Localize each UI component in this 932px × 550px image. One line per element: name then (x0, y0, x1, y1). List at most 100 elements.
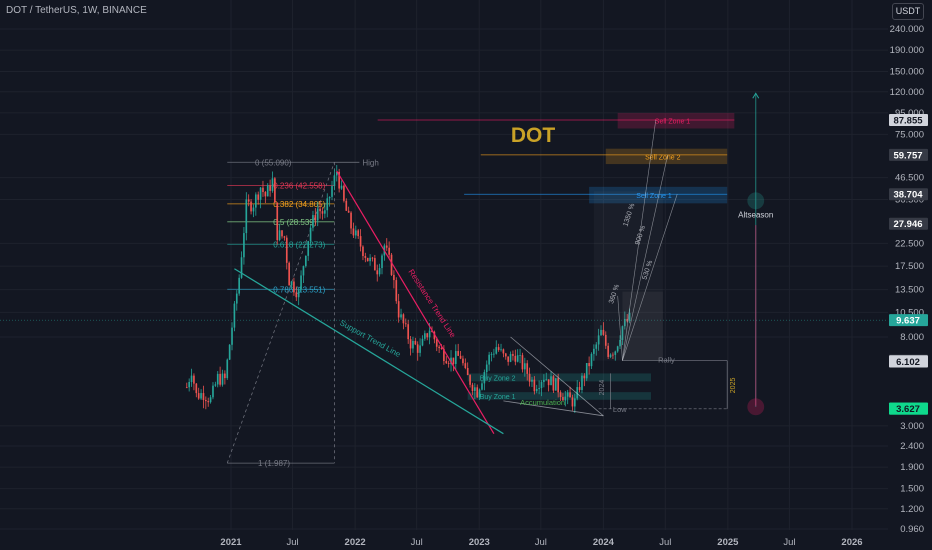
candle-body (264, 192, 267, 197)
candle-body (331, 186, 333, 197)
zone-label: Sell Zone 1 (655, 119, 691, 126)
candle-body (216, 373, 219, 385)
low-label: Low (613, 405, 627, 414)
candle-body (290, 281, 293, 286)
candle-body (402, 314, 405, 324)
candle-body (612, 354, 614, 356)
candle-body (324, 210, 326, 214)
candle-body (278, 230, 281, 241)
zone-box (617, 112, 735, 129)
candle-body (321, 211, 324, 214)
price-axis[interactable]: 240.000 190.000 150.000 120.000 95.000 75.000… (889, 24, 928, 535)
price-tag-label: 59.757 (893, 150, 922, 161)
zone-label: Sell Zone 2 (645, 154, 681, 161)
candle-body (583, 375, 586, 379)
candle-body (224, 373, 226, 379)
candle-body (207, 401, 210, 403)
candle-body (524, 363, 526, 370)
candle-body (283, 236, 286, 238)
candle-body (385, 245, 388, 248)
candle-body (497, 347, 500, 350)
candle-body (554, 378, 557, 391)
accumulation-label: Accumulation (520, 398, 565, 407)
candle-body (388, 247, 390, 255)
candle-body (533, 379, 536, 392)
candle-body (202, 393, 205, 400)
projection-line (622, 119, 657, 361)
symbol-header[interactable]: DOT / TetherUS, 1W, BINANCE (6, 5, 147, 16)
fib-diagonal (226, 162, 335, 464)
candle-body (512, 354, 514, 356)
y-tick-label: 13.500 (895, 285, 924, 296)
price-tag-label: 27.946 (893, 219, 922, 230)
candle-body (235, 293, 238, 304)
support-trend-line[interactable] (234, 268, 504, 435)
candle-body (259, 187, 262, 200)
candle-body (493, 353, 495, 355)
zone-label: Sell Zone 1 (636, 193, 672, 200)
candle-body (266, 185, 269, 197)
candle-body (616, 346, 619, 352)
candle-body (271, 178, 274, 191)
candle-body (357, 230, 360, 237)
candle-body (404, 323, 407, 325)
time-axis[interactable]: 2021 Jul 2022 Jul 2023 Jul 2024 Jul 2025 Jul 2026 (220, 537, 862, 548)
y-tick-label: 75.000 (895, 129, 924, 140)
candle-body (400, 314, 402, 318)
y-tick-label: 1.200 (900, 504, 924, 515)
resistance-trend-line[interactable] (336, 170, 495, 435)
zone-box (467, 373, 652, 382)
candle-body (481, 383, 483, 390)
candle-body (345, 200, 348, 211)
price-tag-label: 38.704 (893, 190, 923, 201)
candle-body (238, 277, 240, 294)
candle-body (569, 392, 571, 398)
zone-label: Buy Zone 2 (480, 375, 516, 382)
price-tag (889, 217, 928, 230)
candle-body (581, 375, 583, 390)
candle-body (326, 198, 329, 211)
candle-body (471, 384, 474, 392)
candle-body (293, 281, 295, 293)
candle-body (619, 339, 621, 347)
candle-body (378, 268, 381, 275)
candle-body (376, 270, 379, 275)
candle-body (507, 356, 510, 362)
y-tick-label: 1.500 (900, 484, 924, 495)
x-tick-label: Jul (286, 537, 298, 548)
x-tick-label: Jul (411, 537, 423, 548)
currency-button[interactable]: USDT (892, 3, 924, 20)
candle-body (328, 196, 331, 199)
candle-body (374, 258, 376, 271)
x-tick-label: 2025 (717, 537, 739, 548)
x-tick-label: Jul (659, 537, 671, 548)
candle-body (366, 257, 369, 262)
candle-body (428, 330, 431, 338)
candle-body (614, 351, 617, 355)
candle-body (621, 326, 624, 340)
candle-body (393, 274, 395, 281)
candle-body (540, 382, 543, 389)
candle-body (595, 344, 598, 349)
zone-box (467, 392, 652, 400)
candle-body (205, 399, 207, 402)
candle-body (578, 387, 581, 390)
candle-body (435, 339, 438, 347)
candle-body (228, 344, 231, 360)
candle-body (297, 289, 300, 298)
candle-body (309, 227, 312, 242)
y-tick-label: 2.400 (900, 441, 924, 452)
candle-body (316, 208, 319, 221)
candle-body (262, 187, 264, 193)
candle-body (597, 335, 600, 345)
candle-body (509, 354, 512, 362)
arrow-head (752, 92, 760, 99)
candle-body (416, 344, 419, 353)
candle-body (185, 387, 188, 388)
fibonacci-retracement[interactable]: 0 (55.090) 0.236 (42.558) 0.382 (34.805) 0.… (226, 158, 379, 468)
candle-body (335, 171, 338, 176)
candle-body (464, 363, 467, 369)
y-tick-label: 10.500 (895, 307, 924, 318)
